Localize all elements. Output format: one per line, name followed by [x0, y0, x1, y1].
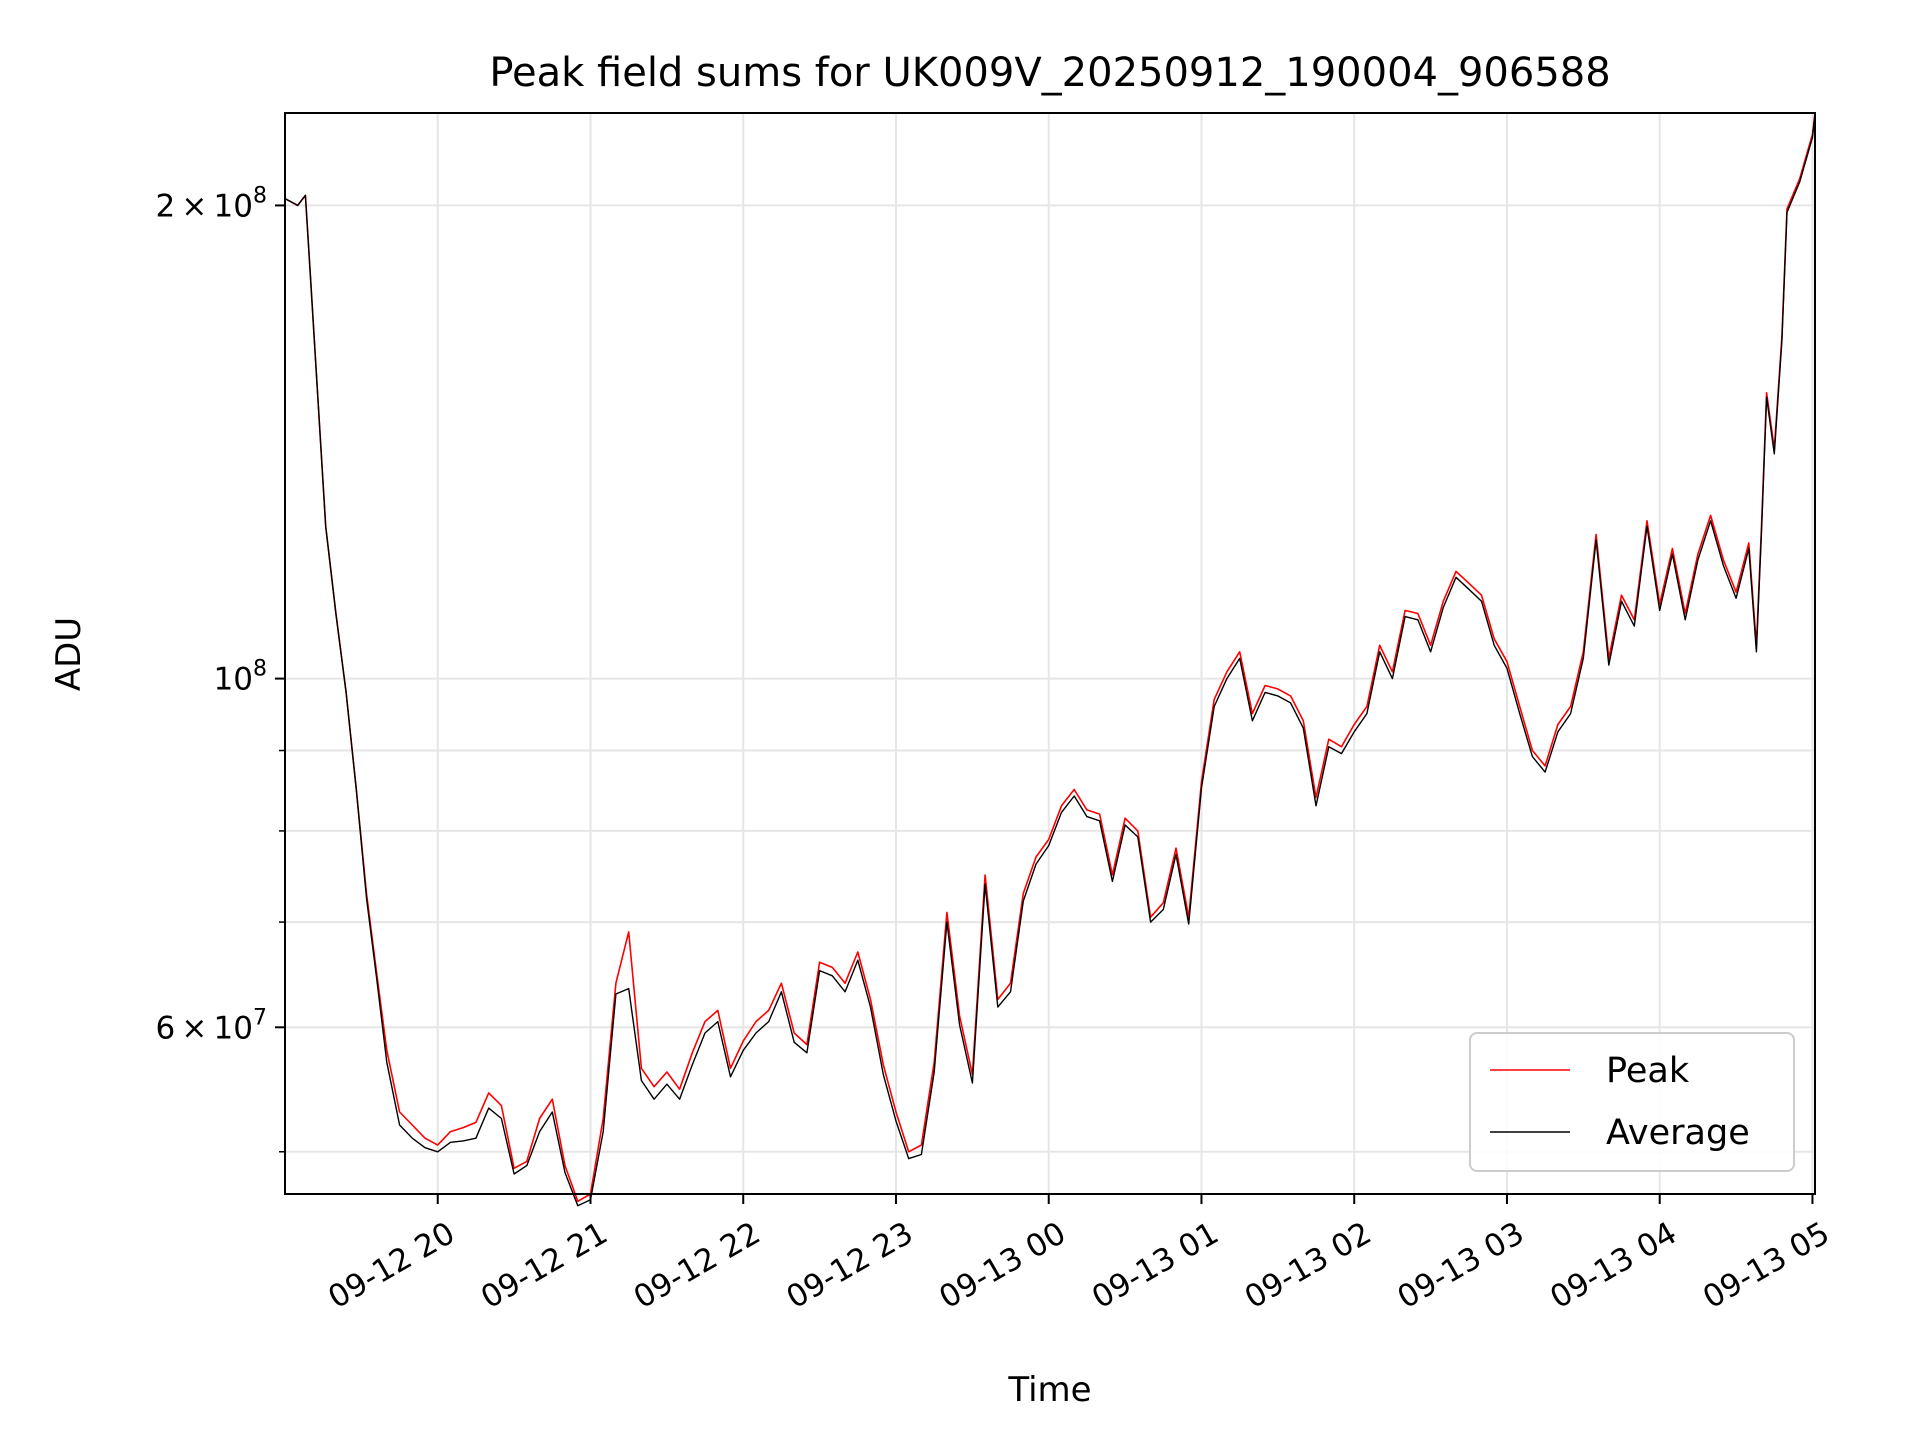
x-tick-label: 09-12 23: [780, 1215, 919, 1316]
legend-box: [1469, 1032, 1795, 1172]
legend-label-average: Average: [1606, 1113, 1750, 1153]
x-tick-label: 09-12 21: [475, 1215, 614, 1316]
legend-label-peak: Peak: [1606, 1051, 1690, 1091]
x-tick-label: 09-13 03: [1391, 1215, 1530, 1316]
series-line-average: [284, 114, 1816, 1207]
chart-title: Peak field sums for UK009V_20250912_1900…: [489, 50, 1610, 96]
x-tick-label: 09-12 22: [628, 1215, 767, 1316]
series-lines: [284, 112, 1816, 1207]
grid-lines: [285, 113, 1815, 1194]
x-tick-label: 09-13 00: [933, 1215, 1072, 1316]
x-axis-title: Time: [1007, 1370, 1091, 1410]
y-axis-title: ADU: [49, 617, 89, 691]
x-tick-label: 09-13 02: [1239, 1215, 1378, 1316]
x-tick-label: 09-12 20: [322, 1215, 461, 1316]
plot-area-frame: [284, 112, 1816, 1195]
x-tick-label: 09-13 05: [1697, 1215, 1836, 1316]
y-tick-label: 2 × 108: [155, 183, 267, 224]
x-tick-label: 09-13 04: [1544, 1215, 1683, 1316]
y-tick-label: 108: [214, 657, 267, 698]
legend: Peak Average: [1469, 1032, 1795, 1172]
x-tick-label: 09-13 01: [1086, 1215, 1225, 1316]
y-tick-label: 6 × 107: [155, 1005, 267, 1046]
